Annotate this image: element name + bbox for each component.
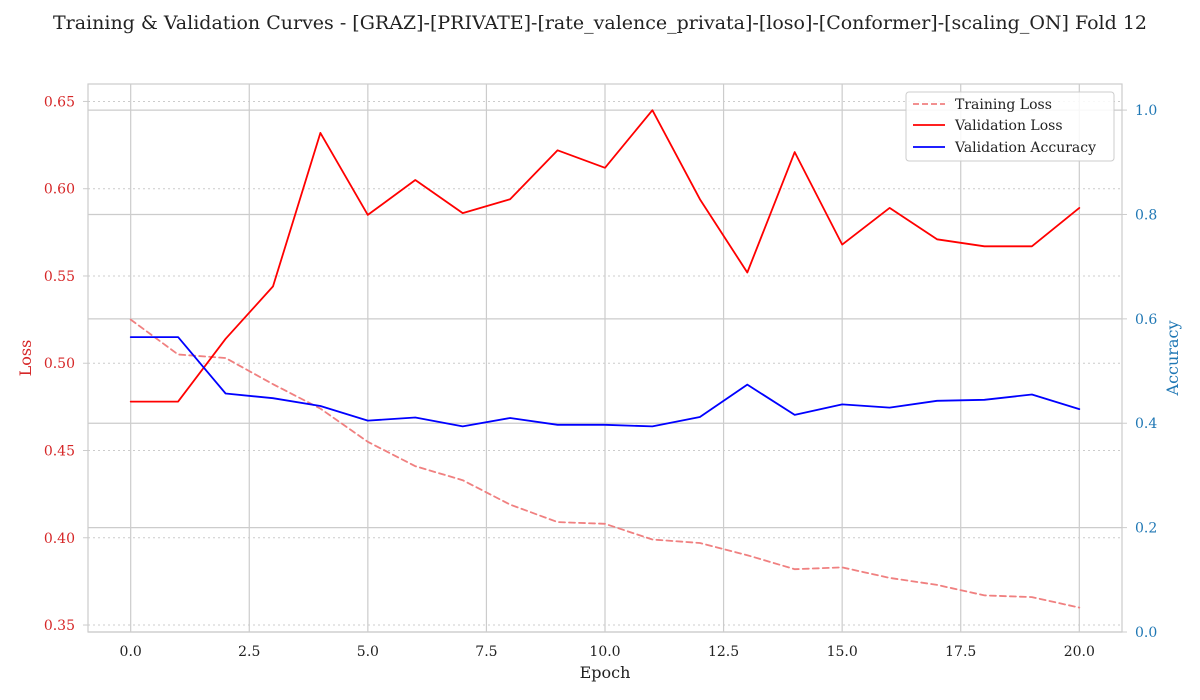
y-right-tick-label: 1.0 — [1135, 103, 1157, 119]
legend-label-validation-loss: Validation Loss — [954, 118, 1063, 134]
y-right-tick-label: 0.6 — [1135, 312, 1157, 328]
y-left-tick-label: 0.40 — [44, 531, 75, 547]
x-tick-label: 2.5 — [238, 644, 260, 660]
y-left-tick-label: 0.55 — [44, 269, 75, 285]
legend-label-validation-accuracy: Validation Accuracy — [954, 140, 1096, 156]
ticks-layer: 0.0 2.5 5.0 7.5 10.0 12.5 15.0 17.5 20.00.350.40… — [44, 94, 1158, 660]
legend: Training Loss Validation Loss Validation… — [905, 91, 1115, 162]
y-axis-right-label: Accuracy — [1163, 321, 1182, 397]
x-tick-label: 5.0 — [357, 644, 379, 660]
chart-title: Training & Validation Curves - [GRAZ]-[P… — [53, 12, 1147, 34]
x-tick-label: 20.0 — [1064, 644, 1095, 660]
series-line-validation-loss — [129, 109, 1081, 403]
plot-frame — [87, 83, 1123, 633]
y-left-tick-label: 0.50 — [44, 356, 75, 372]
y-right-tick-label: 0.0 — [1135, 625, 1157, 641]
y-right-tick-label: 0.4 — [1135, 416, 1157, 432]
legend-box — [905, 91, 1115, 162]
y-right-tick-label: 0.8 — [1135, 207, 1157, 223]
y-left-tick-label: 0.35 — [44, 618, 75, 634]
x-tick-label: 15.0 — [827, 644, 858, 660]
y-left-tick-label: 0.60 — [44, 182, 75, 198]
x-axis-label: Epoch — [580, 663, 631, 682]
y-right-tick-label: 0.2 — [1135, 521, 1157, 537]
x-tick-label: 17.5 — [945, 644, 976, 660]
x-tick-label: 10.0 — [589, 644, 620, 660]
y-left-tick-label: 0.45 — [44, 443, 75, 459]
series-line-validation-accuracy — [129, 336, 1081, 428]
series-line-training-loss — [129, 318, 1081, 609]
x-tick-label: 7.5 — [475, 644, 497, 660]
series-layer — [129, 109, 1081, 609]
legend-label-training-loss: Training Loss — [955, 97, 1052, 113]
y-left-tick-label: 0.65 — [44, 94, 75, 110]
grid-layer — [88, 84, 1122, 633]
x-tick-label: 0.0 — [120, 644, 142, 660]
y-axis-left-label: Loss — [16, 340, 35, 377]
x-tick-label: 12.5 — [708, 644, 739, 660]
